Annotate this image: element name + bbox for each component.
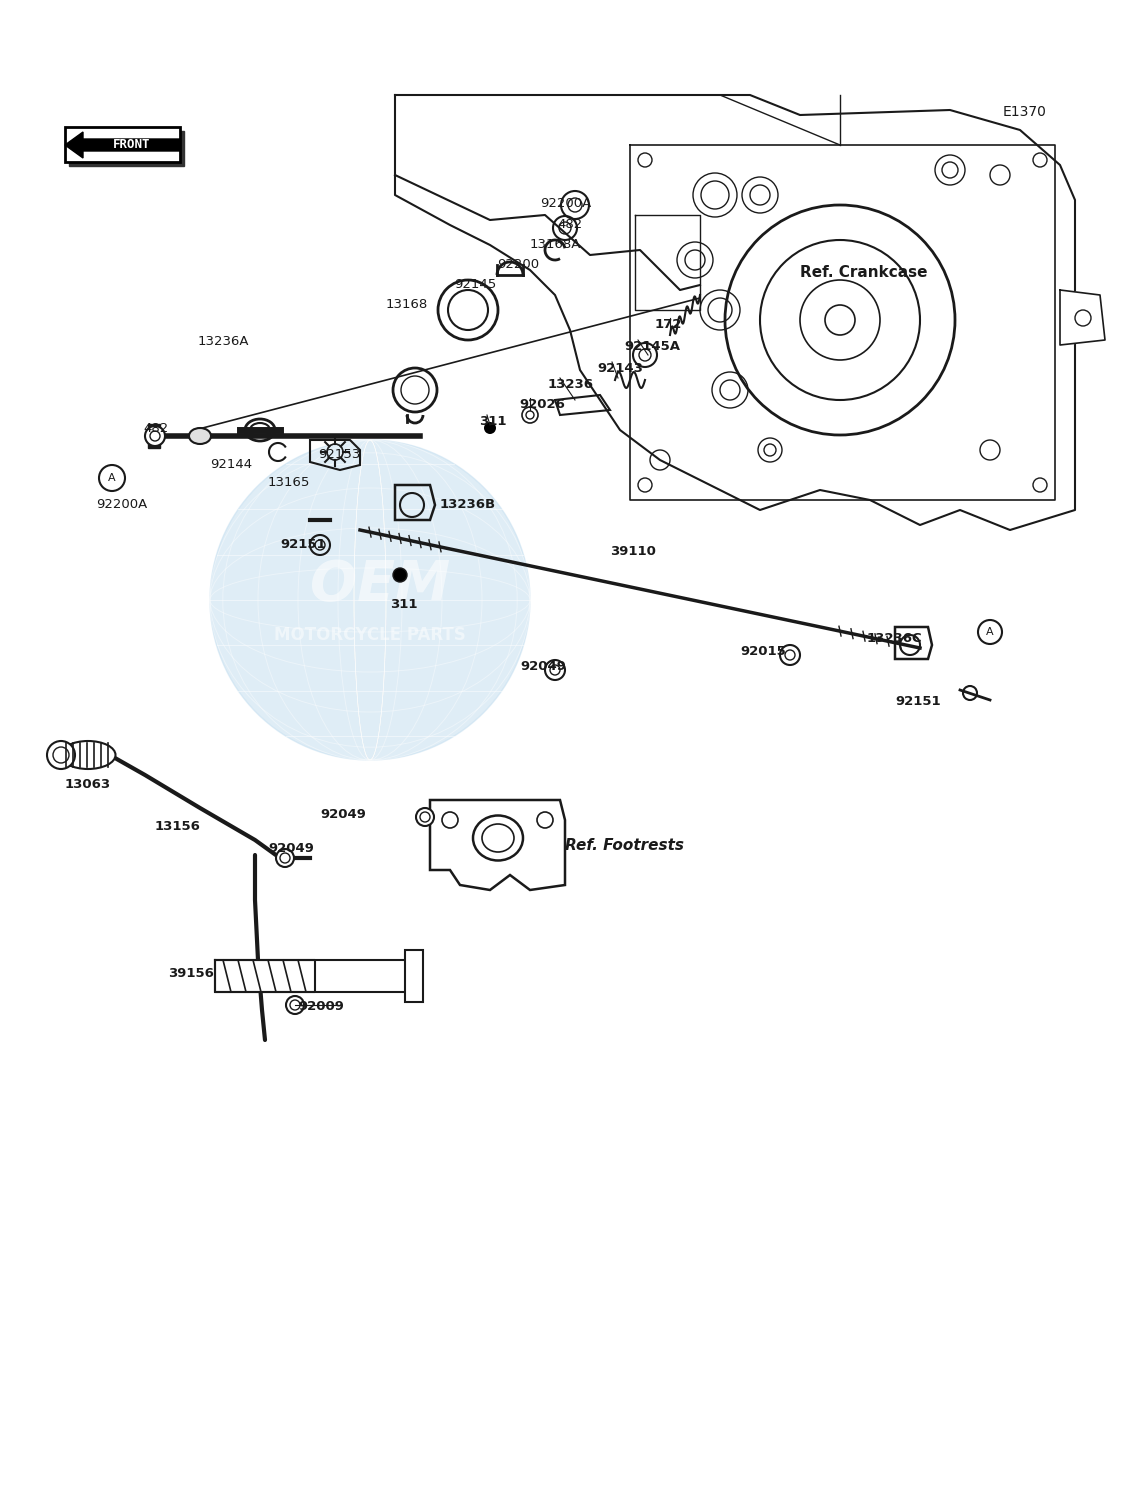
Text: A: A: [986, 627, 994, 636]
Text: 13156: 13156: [155, 820, 201, 833]
Ellipse shape: [473, 815, 523, 860]
Text: 92200A: 92200A: [540, 197, 591, 210]
Text: 92145: 92145: [453, 278, 496, 291]
Text: 92049: 92049: [267, 842, 313, 856]
Text: OEM: OEM: [310, 558, 450, 612]
Text: 39110: 39110: [610, 545, 656, 558]
Polygon shape: [65, 132, 180, 158]
Circle shape: [393, 567, 408, 582]
Circle shape: [416, 808, 434, 826]
Circle shape: [99, 465, 125, 491]
Text: Ref. Crankcase: Ref. Crankcase: [800, 266, 928, 281]
FancyBboxPatch shape: [69, 131, 184, 167]
Text: 482: 482: [557, 218, 582, 231]
Text: FRONT: FRONT: [114, 138, 150, 152]
Text: 92200: 92200: [497, 258, 540, 272]
Text: Ref. Footrests: Ref. Footrests: [565, 838, 684, 853]
Circle shape: [210, 440, 530, 760]
Text: 39156: 39156: [168, 967, 214, 980]
Text: 311: 311: [479, 414, 506, 428]
Text: 92009: 92009: [298, 1000, 344, 1013]
Text: 13236: 13236: [548, 378, 594, 390]
Text: 13165: 13165: [267, 476, 310, 489]
Circle shape: [286, 997, 304, 1015]
Text: 92049: 92049: [520, 660, 566, 672]
Polygon shape: [1060, 290, 1106, 345]
Circle shape: [978, 620, 1002, 644]
Text: 92026: 92026: [519, 398, 565, 411]
Text: 92200A: 92200A: [96, 498, 147, 510]
Bar: [148, 423, 160, 447]
Text: 13236C: 13236C: [867, 632, 923, 645]
Ellipse shape: [189, 428, 211, 444]
Ellipse shape: [61, 741, 116, 769]
Text: 13168: 13168: [386, 299, 428, 311]
Circle shape: [825, 305, 855, 335]
Ellipse shape: [482, 824, 514, 853]
Text: 92151: 92151: [895, 695, 940, 708]
Text: 311: 311: [390, 597, 418, 611]
Text: 13168A: 13168A: [530, 239, 581, 251]
Circle shape: [47, 741, 75, 769]
Bar: [215, 961, 410, 992]
Text: 13063: 13063: [65, 778, 111, 791]
Text: 92049: 92049: [320, 808, 366, 821]
Bar: [405, 950, 422, 1003]
Text: 92144: 92144: [210, 458, 253, 471]
Text: 92143: 92143: [597, 362, 643, 375]
Text: 13236A: 13236A: [197, 335, 249, 348]
Text: 92153: 92153: [318, 447, 360, 461]
Text: 13236B: 13236B: [440, 498, 496, 510]
Text: A: A: [108, 473, 116, 483]
Text: E1370: E1370: [1003, 105, 1047, 119]
Text: 92151: 92151: [280, 537, 326, 551]
Polygon shape: [395, 95, 1075, 530]
Circle shape: [484, 422, 496, 434]
Text: 482: 482: [144, 422, 169, 435]
Circle shape: [145, 426, 165, 446]
FancyBboxPatch shape: [65, 128, 180, 162]
Text: 92145A: 92145A: [625, 341, 680, 353]
Text: MOTORCYCLE PARTS: MOTORCYCLE PARTS: [274, 626, 466, 644]
Text: 92015: 92015: [740, 645, 785, 657]
Circle shape: [276, 850, 294, 868]
Text: 172: 172: [656, 318, 682, 332]
